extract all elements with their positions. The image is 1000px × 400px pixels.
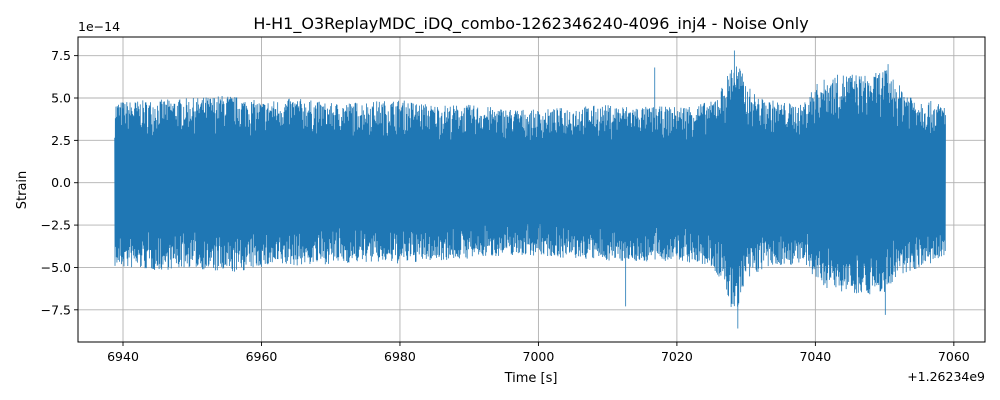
x-tick-label: 6940 xyxy=(107,349,139,364)
y-tick-label: 2.5 xyxy=(51,133,71,148)
y-axis-label: Strain xyxy=(15,171,30,210)
x-tick-label: 7060 xyxy=(938,349,970,364)
plot-area xyxy=(114,50,946,329)
y-tick-label: 5.0 xyxy=(51,91,71,106)
x-axis: 6940 6960 6980 7000 7020 7040 7060 xyxy=(107,342,970,364)
chart-title: H-H1_O3ReplayMDC_iDQ_combo-1262346240-40… xyxy=(253,14,808,34)
y-tick-label: −2.5 xyxy=(41,218,71,233)
x-axis-label: Time [s] xyxy=(504,371,558,386)
x-tick-label: 7000 xyxy=(523,349,555,364)
y-axis: −7.5 −5.0 −2.5 0.0 2.5 5.0 7.5 xyxy=(41,48,78,317)
y-tick-label: −7.5 xyxy=(41,302,71,317)
x-tick-label: 7040 xyxy=(799,349,831,364)
x-offset-label: +1.26234e9 xyxy=(907,369,985,384)
y-scale-label: 1e−14 xyxy=(78,19,120,34)
y-tick-label: 0.0 xyxy=(51,175,71,190)
x-tick-label: 6960 xyxy=(246,349,278,364)
x-tick-label: 7020 xyxy=(661,349,693,364)
plot-frame xyxy=(77,36,986,343)
y-tick-label: −5.0 xyxy=(41,260,71,275)
y-tick-label: 7.5 xyxy=(51,48,71,63)
x-tick-label: 6980 xyxy=(384,349,416,364)
strain-signal-line xyxy=(114,50,946,329)
